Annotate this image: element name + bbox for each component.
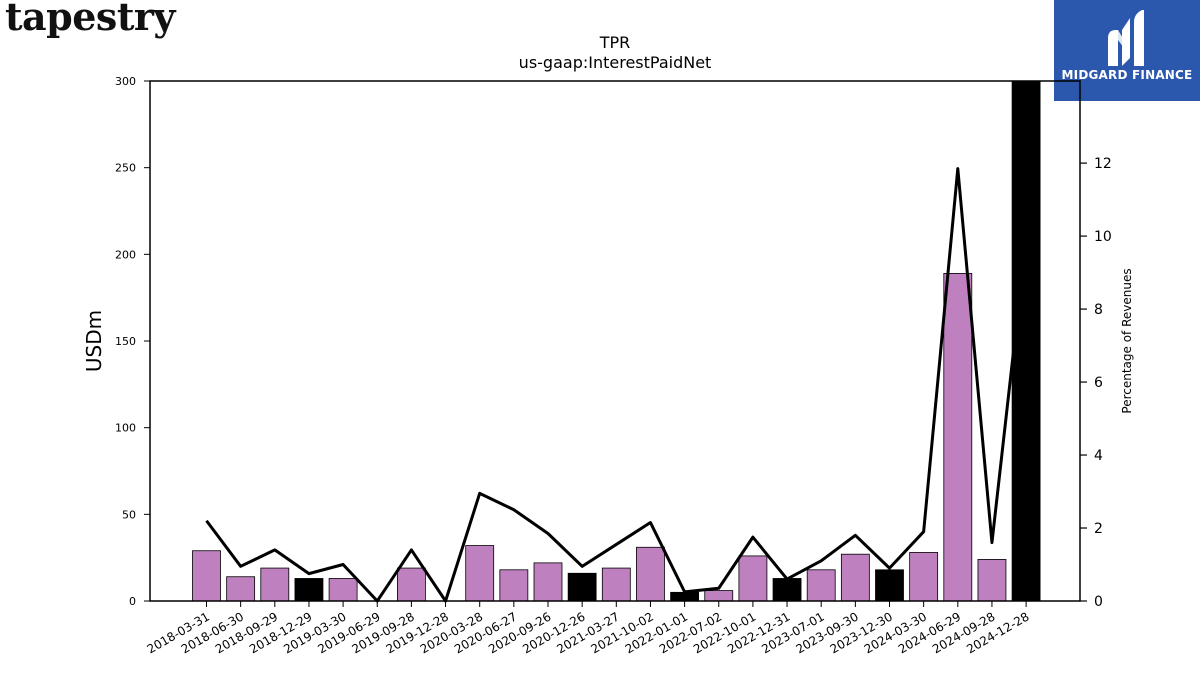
tapestry-logo: tapestry [5, 0, 175, 39]
bar-2024-03-30 [909, 552, 939, 602]
bar-2022-01-01 [670, 591, 699, 602]
bar-2023-09-30 [840, 553, 870, 602]
bar-2024-12-28 [1011, 80, 1041, 602]
bar-2018-12-29 [294, 578, 324, 602]
chart-subtitle: us-gaap:InterestPaidNet [519, 53, 712, 72]
line-series [205, 167, 1028, 603]
bar-2022-12-31 [772, 578, 802, 602]
midgard-finance-label: MIDGARD FINANCE [1061, 68, 1193, 82]
bar-2022-07-02 [704, 590, 734, 602]
bar-2018-03-31 [192, 550, 221, 602]
x-axis: 2018-03-312018-06-302018-09-292018-12-29… [145, 601, 1032, 656]
y-tick-label-300: 300 [115, 75, 136, 88]
bar-2023-12-30 [875, 569, 904, 602]
y-tick-label-200: 200 [115, 248, 136, 261]
bar-2018-09-29 [260, 567, 290, 602]
y-tick-label-50: 50 [122, 508, 136, 521]
bar-2019-09-28 [396, 567, 426, 602]
bar-2023-07-01 [806, 569, 836, 602]
y2-tick-label-0: 0 [1094, 594, 1103, 610]
bar-2022-10-01 [738, 555, 768, 602]
bar-2024-06-29 [943, 272, 973, 602]
bar-2021-03-27 [601, 567, 631, 602]
bar-2020-06-27 [499, 569, 529, 602]
y-axis-left: 0 50 100 150 200 250 300 [115, 75, 150, 608]
midgard-finance-badge: MIDGARD FINANCE [1054, 0, 1200, 101]
y2-tick-label-10: 10 [1094, 229, 1112, 245]
y-tick-label-250: 250 [115, 162, 136, 175]
midgard-m-icon [1108, 10, 1144, 66]
percentage-line [205, 167, 1028, 603]
y2-tick-label-4: 4 [1094, 448, 1103, 464]
bar-2019-03-30 [328, 578, 358, 602]
y2-tick-label-8: 8 [1094, 302, 1103, 318]
bar-2024-09-28 [977, 559, 1007, 602]
bar-2021-10-02 [636, 546, 665, 602]
y-tick-label-0: 0 [129, 595, 136, 608]
bar-2020-12-26 [567, 572, 597, 602]
y-tick-label-150: 150 [115, 335, 136, 348]
bar-series [192, 80, 1041, 602]
bar-2018-06-30 [226, 576, 256, 602]
bar-2020-03-28 [465, 545, 495, 602]
y-tick-label-100: 100 [115, 422, 136, 435]
y2-axis-label: Percentage of Revenues [1120, 268, 1134, 413]
bar-2020-09-26 [533, 562, 563, 602]
y-axis-label: USDm [82, 310, 106, 372]
y2-tick-label-2: 2 [1094, 521, 1103, 537]
y2-tick-label-6: 6 [1094, 375, 1103, 391]
chart-title: TPR [599, 33, 631, 52]
y2-tick-label-12: 12 [1094, 156, 1112, 172]
y-axis-right: 0 2 4 6 8 10 12 [1080, 156, 1112, 610]
